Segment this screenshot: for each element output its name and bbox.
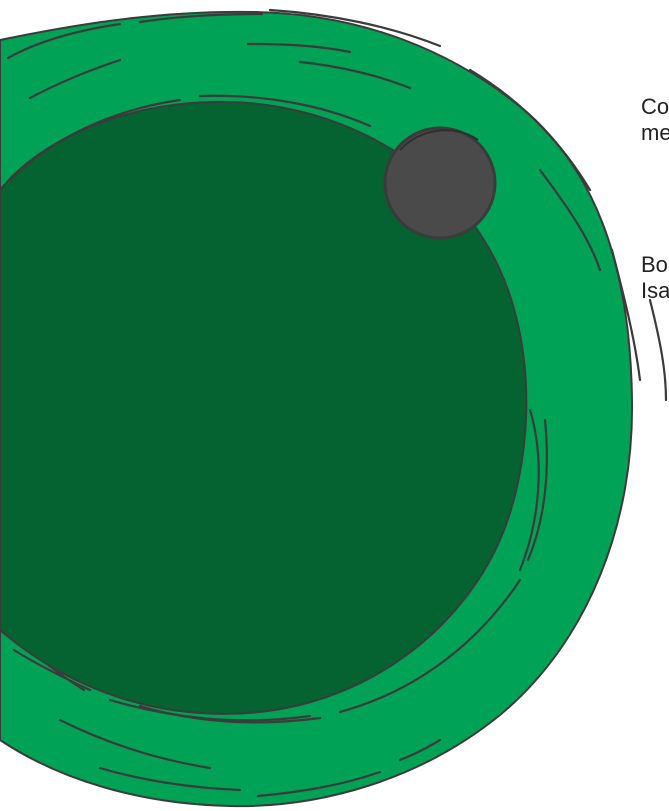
brush-stroke [256,770,382,798]
brush-stroke [6,22,122,60]
brush-stroke [108,698,312,722]
brush-stroke [610,248,642,382]
brush-stroke [138,12,264,24]
side-text-line: Isa [641,278,669,303]
brush-stroke [468,68,592,192]
brush-stroke [8,98,182,182]
side-text-line: Co [641,94,669,119]
brush-stroke [298,60,412,90]
brush-stroke [98,766,242,792]
brush-stroke [526,418,548,562]
brush-stroke [518,408,540,572]
brush-stroke [246,42,352,54]
side-text-line: me [641,120,669,145]
brush-stroke [12,648,92,692]
brush-stroke [538,168,602,272]
brush-stroke [268,8,442,48]
brush-stroke [138,704,322,724]
brush-stroke [648,298,668,402]
ring-brush-strokes [6,8,668,798]
side-text-block-2: Bo Isa [641,252,669,304]
inner-rim-strokes [8,94,548,724]
brush-stroke [28,58,122,100]
brush-stroke [398,738,442,762]
inner-dark-disc [0,100,528,715]
side-text-line: Bo [641,252,668,277]
small-circle-stroke [399,129,479,151]
small-gray-circle [383,126,497,240]
brush-stroke [198,94,372,128]
brush-stroke [58,718,212,770]
brush-stroke [338,578,522,714]
side-text-block-1: Co me [641,94,669,146]
